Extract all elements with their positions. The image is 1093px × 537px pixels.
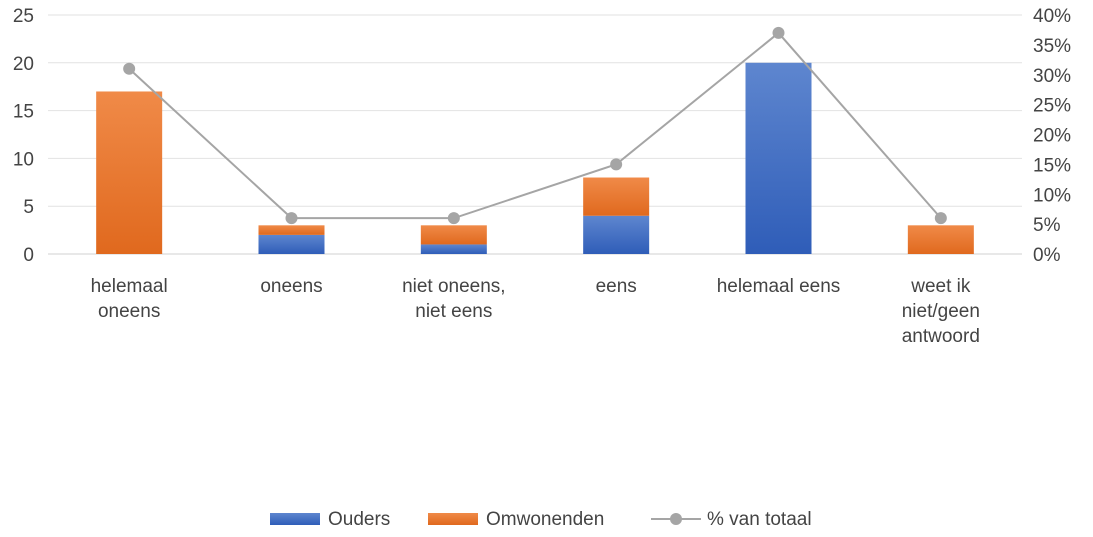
right-tick-label: 15%	[1033, 155, 1071, 176]
bar-ouders	[583, 215, 650, 254]
legend-swatch	[270, 513, 320, 525]
right-tick-label: 0%	[1033, 245, 1061, 266]
right-tick-label: 10%	[1033, 185, 1071, 206]
left-tick-label: 20	[13, 54, 34, 75]
category-label: niet oneens, niet eens	[402, 276, 506, 322]
line-point	[285, 212, 298, 225]
bar-omwonenden	[96, 91, 163, 254]
bar-omwonenden	[420, 225, 487, 245]
left-tick-label: 5	[23, 197, 34, 218]
category-label: oneens	[260, 276, 322, 297]
line-series	[123, 26, 947, 225]
line-point	[123, 62, 136, 75]
category-label: helemaal eens	[717, 276, 841, 297]
legend-item: Omwonenden	[428, 509, 604, 530]
bars	[96, 62, 974, 254]
left-tick-label: 0	[23, 245, 34, 266]
line-percent-of-total	[128, 31, 942, 220]
gridlines	[48, 14, 1022, 255]
right-tick-label: 25%	[1033, 96, 1071, 117]
right-tick-label: 30%	[1033, 66, 1071, 87]
bar-omwonenden	[907, 225, 974, 254]
left-axis-ticks: 0 5 10 15 20 25	[13, 6, 34, 266]
left-tick-label: 15	[13, 102, 34, 123]
right-tick-label: 5%	[1033, 215, 1061, 236]
right-tick-label: 35%	[1033, 36, 1071, 57]
category-label: eens	[596, 276, 637, 297]
legend-marker	[670, 513, 682, 525]
category-label: helemaal oneens	[91, 276, 168, 322]
bar-omwonenden	[258, 225, 325, 235]
bar-ouders	[258, 234, 325, 254]
legend: Ouders Omwonenden % van totaal	[270, 509, 812, 530]
bar-ouders	[420, 244, 487, 254]
line-point	[934, 212, 947, 225]
bar-ouders	[745, 62, 812, 254]
legend-item: Ouders	[270, 509, 390, 530]
line-point	[772, 26, 785, 39]
left-tick-label: 25	[13, 6, 34, 27]
left-tick-label: 10	[13, 149, 34, 170]
legend-label: % van totaal	[707, 509, 812, 530]
right-tick-label: 20%	[1033, 126, 1071, 147]
line-point	[447, 212, 460, 225]
line-point	[610, 158, 623, 171]
category-label: weet ik niet/geen antwoord	[902, 276, 980, 347]
legend-label: Ouders	[328, 509, 390, 530]
legend-item: % van totaal	[651, 509, 812, 530]
bar-omwonenden	[583, 177, 650, 216]
right-tick-label: 40%	[1033, 6, 1071, 27]
legend-label: Omwonenden	[486, 509, 604, 530]
legend-swatch	[428, 513, 478, 525]
category-labels: helemaal oneens oneens niet oneens, niet een…	[91, 276, 980, 347]
right-axis-ticks: 0% 5% 10% 15% 20% 25% 30% 35% 40%	[1033, 6, 1071, 266]
